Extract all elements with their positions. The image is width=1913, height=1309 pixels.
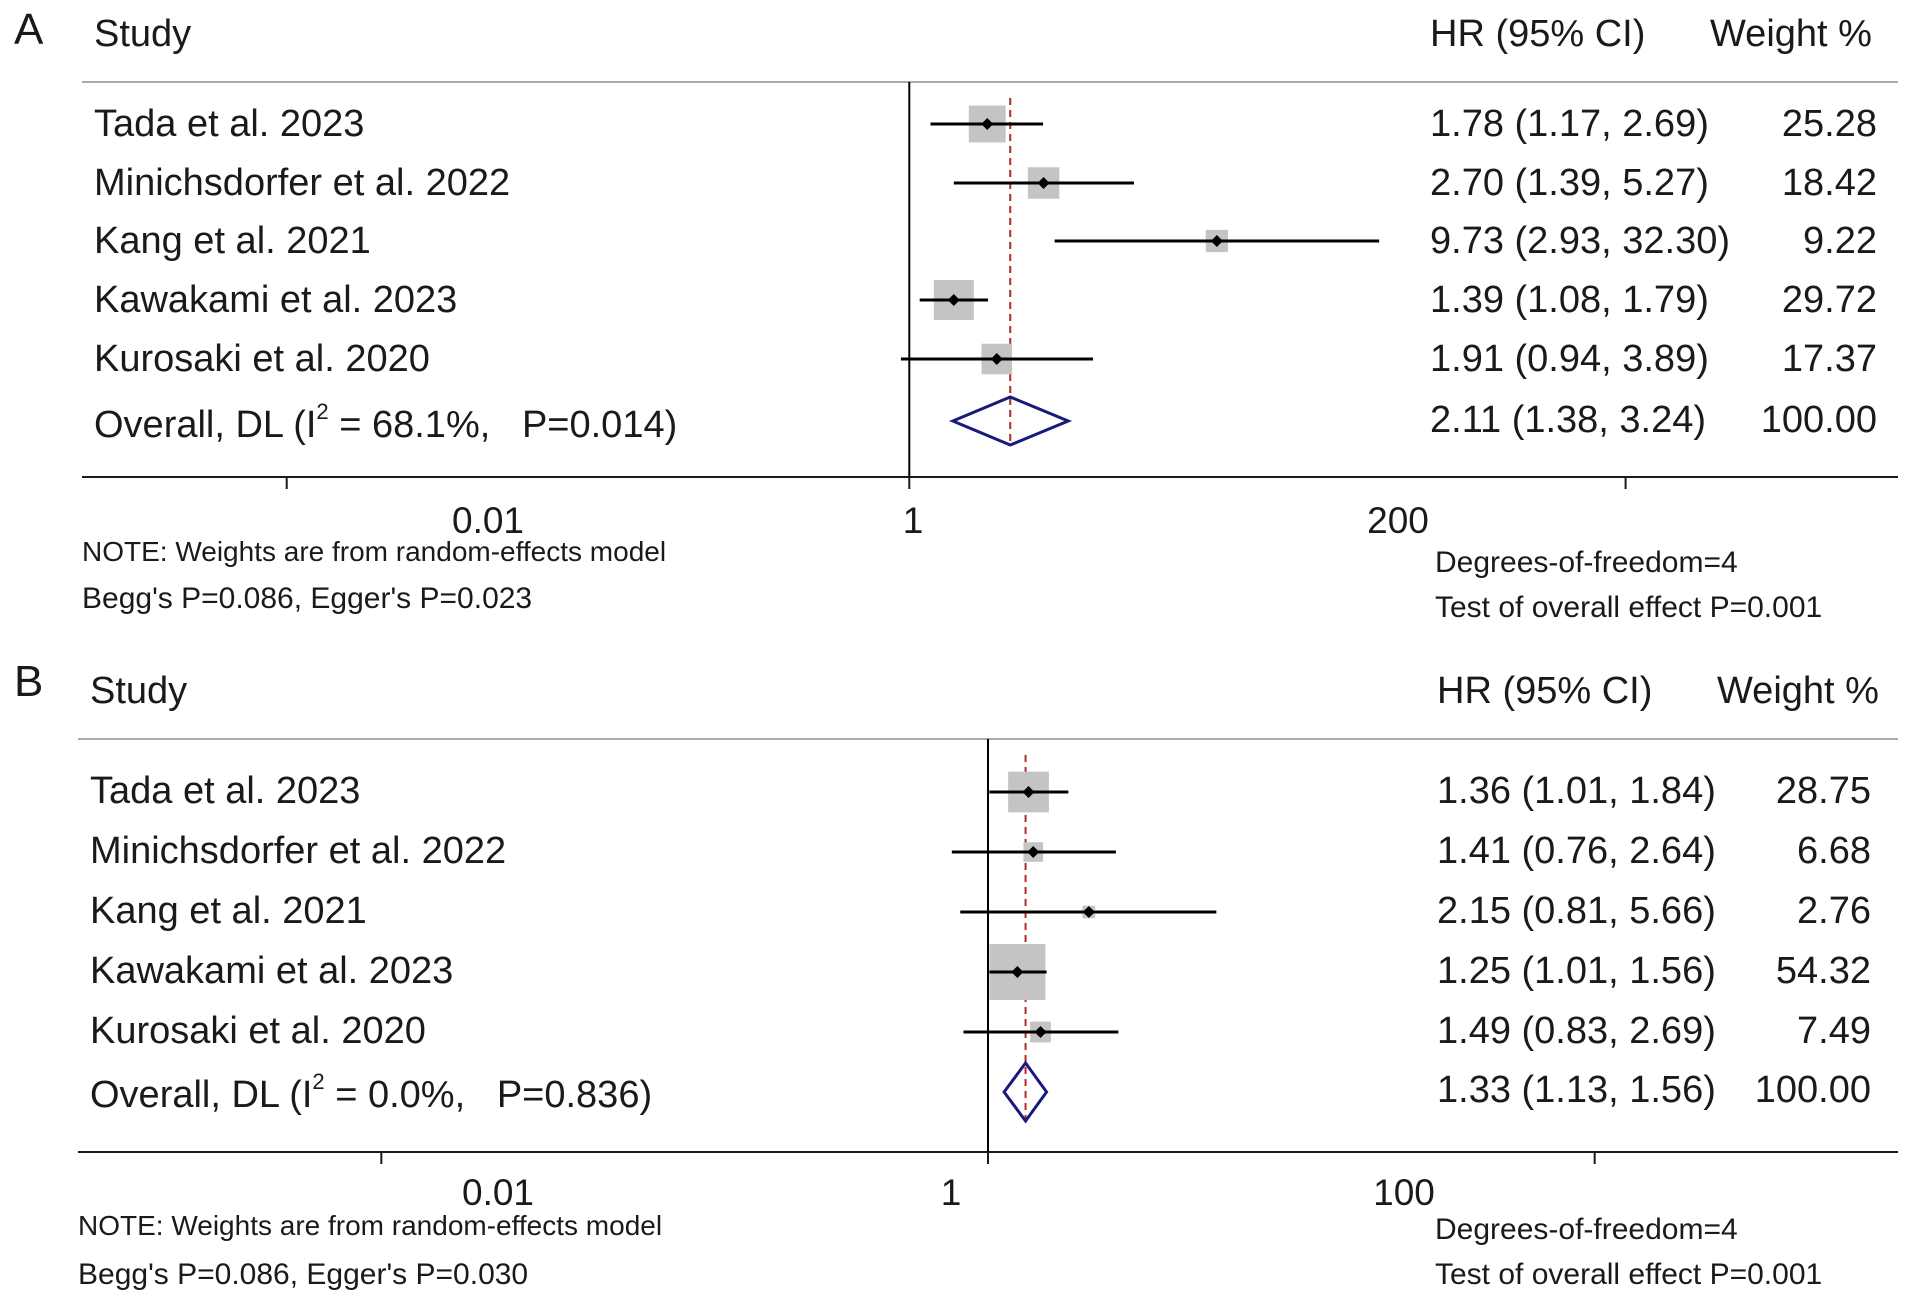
header-weight: Weight % (1710, 13, 1872, 55)
study-label: Kurosaki et al. 2020 (90, 1010, 426, 1052)
overall-weight-text: 100.00 (1754, 1069, 1871, 1111)
weight-text: 18.42 (1781, 162, 1877, 204)
study-label: Minichsdorfer et al. 2022 (90, 830, 507, 872)
weight-text: 7.49 (1797, 1010, 1871, 1052)
study-label: Kang et al. 2021 (90, 890, 367, 932)
study-label: Kawakami et al. 2023 (90, 950, 454, 992)
panel-label: B (14, 657, 44, 706)
study-label: Tada et al. 2023 (90, 770, 361, 812)
point-estimate-marker (990, 353, 1003, 365)
point-estimate-marker (1027, 846, 1040, 858)
weight-text: 17.37 (1781, 338, 1877, 380)
overall-label: Overall, DL (I2 = 0.0%, P=0.836) (90, 1069, 653, 1116)
bias-test-note: Begg's P=0.086, Egger's P=0.023 (82, 582, 533, 615)
estimate-text: 2.15 (0.81, 5.66) (1437, 890, 1716, 932)
forest-plot-b-svg (78, 738, 1898, 1164)
point-estimate-marker (1022, 786, 1035, 798)
i-squared-superscript: 2 (312, 1069, 325, 1094)
overall-diamond (948, 395, 1073, 447)
weight-text: 54.32 (1775, 950, 1871, 992)
point-estimate-marker (1011, 966, 1024, 978)
study-label: Tada et al. 2023 (94, 103, 365, 145)
overall-estimate-text: 2.11 (1.38, 3.24) (1430, 399, 1707, 441)
x-tick-label: 0.01 (461, 1172, 535, 1213)
overall-estimate-text: 1.33 (1.13, 1.56) (1437, 1069, 1716, 1111)
overall-label-prefix: Overall, DL (I (94, 404, 317, 446)
point-estimate-marker (947, 294, 960, 306)
weight-text: 29.72 (1781, 279, 1877, 321)
x-tick-label: 1 (902, 500, 924, 541)
header-effect: HR (95% CI) (1437, 670, 1653, 712)
estimate-text: 2.70 (1.39, 5.27) (1430, 162, 1709, 204)
overall-effect-test: Test of overall effect P=0.001 (1435, 591, 1823, 624)
point-estimate-marker (1034, 1026, 1047, 1038)
panel-label: A (14, 5, 44, 54)
study-label: Kurosaki et al. 2020 (94, 338, 430, 380)
overall-label: Overall, DL (I2 = 68.1%, P=0.014) (94, 399, 678, 446)
overall-diamond (1002, 1060, 1049, 1124)
estimate-text: 1.25 (1.01, 1.56) (1437, 950, 1716, 992)
study-label: Kawakami et al. 2023 (94, 279, 458, 321)
degrees-of-freedom: Degrees-of-freedom=4 (1435, 546, 1738, 579)
overall-label-suffix: = 0.0%, P=0.836) (324, 1074, 653, 1116)
study-label: Minichsdorfer et al. 2022 (94, 162, 511, 204)
x-tick-label: 0.01 (451, 500, 525, 541)
header-study: Study (90, 670, 188, 712)
point-estimate-marker (1082, 906, 1095, 918)
estimate-text: 1.78 (1.17, 2.69) (1430, 103, 1709, 145)
weight-text: 6.68 (1797, 830, 1871, 872)
overall-label-prefix: Overall, DL (I (90, 1074, 313, 1116)
i-squared-superscript: 2 (316, 399, 329, 424)
x-tick-label: 1 (940, 1172, 962, 1213)
overall-weight-text: 100.00 (1760, 399, 1877, 441)
estimate-text: 1.39 (1.08, 1.79) (1430, 279, 1709, 321)
overall-label-suffix: = 68.1%, P=0.014) (328, 404, 678, 446)
estimate-text: 9.73 (2.93, 32.30) (1430, 220, 1730, 262)
weight-text: 2.76 (1797, 890, 1871, 932)
header-effect: HR (95% CI) (1430, 13, 1646, 55)
forest-plot-panel-b: B Study HR (95% CI) Weight % Tada et al.… (0, 652, 1913, 1309)
degrees-of-freedom: Degrees-of-freedom=4 (1435, 1213, 1738, 1246)
estimate-text: 1.36 (1.01, 1.84) (1437, 770, 1716, 812)
forest-plot-a-svg (82, 81, 1898, 489)
x-tick-label: 200 (1367, 500, 1429, 541)
estimate-text: 1.49 (0.83, 2.69) (1437, 1010, 1716, 1052)
estimate-text: 1.41 (0.76, 2.64) (1437, 830, 1716, 872)
weight-text: 28.75 (1775, 770, 1871, 812)
forest-plot-panel-a: A Study HR (95% CI) Weight % Tada et al.… (0, 0, 1913, 652)
x-tick-label: 100 (1373, 1172, 1435, 1213)
point-estimate-marker (1037, 177, 1050, 189)
weights-note: NOTE: Weights are from random-effects mo… (82, 536, 667, 567)
header-study: Study (94, 13, 192, 55)
weights-note: NOTE: Weights are from random-effects mo… (78, 1210, 663, 1241)
study-label: Kang et al. 2021 (94, 220, 371, 262)
weight-text: 25.28 (1781, 103, 1877, 145)
point-estimate-marker (1210, 235, 1223, 247)
point-estimate-marker (981, 118, 994, 130)
bias-test-note: Begg's P=0.086, Egger's P=0.030 (78, 1258, 529, 1291)
overall-effect-test: Test of overall effect P=0.001 (1435, 1258, 1823, 1291)
weight-text: 9.22 (1803, 220, 1877, 262)
estimate-text: 1.91 (0.94, 3.89) (1430, 338, 1709, 380)
header-weight: Weight % (1717, 670, 1879, 712)
